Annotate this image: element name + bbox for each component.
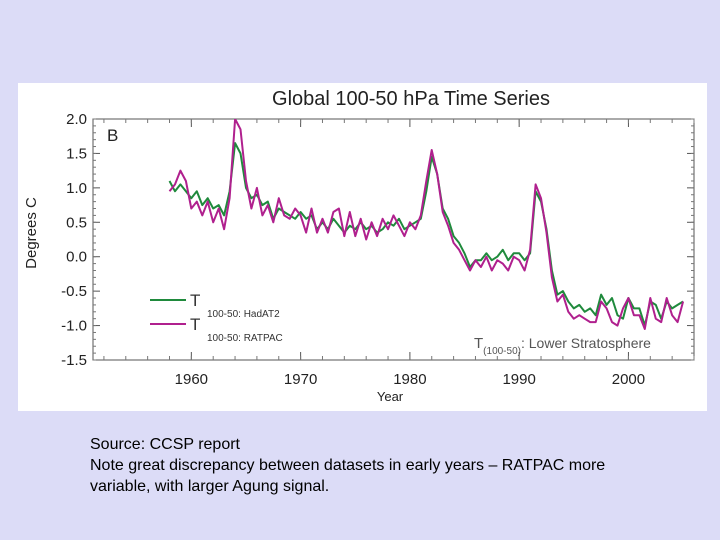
x-tick-label: 1980 <box>393 371 426 388</box>
legend-hadat2-label: 100-50: HadAT2 <box>207 309 280 320</box>
chart-title: Global 100-50 hPa Time Series <box>272 88 550 110</box>
y-tick-label: 0.5 <box>66 214 87 231</box>
caption-line-2: Note great discrepancy between datasets … <box>90 457 606 474</box>
x-axis: 1960 1970 1980 1990 2000 <box>103 119 695 388</box>
y-axis: 2.0 1.5 1.0 0.5 0.0 -0.5 -1.0 -1.5 <box>61 111 694 369</box>
series-ratpac-line <box>168 119 685 330</box>
chart-svg: Global 100-50 hPa Time Series 2.0 1.5 1.0 0… <box>23 88 695 404</box>
chart-figure: Global 100-50 hPa Time Series 2.0 1.5 1.0 0… <box>18 83 707 411</box>
annotation-main: T <box>474 335 483 352</box>
y-tick-label: -0.5 <box>61 283 87 300</box>
x-axis-label: Year <box>377 389 404 404</box>
y-axis-label: Degrees C <box>23 197 40 269</box>
x-tick-label: 1970 <box>284 371 317 388</box>
caption-line-3: variable, with larger Agung signal. <box>90 478 330 495</box>
x-tick-label: 1990 <box>502 371 535 388</box>
y-tick-label: -1.0 <box>61 318 87 335</box>
x-tick-label: 1960 <box>175 371 208 388</box>
legend-hadat2-symbol: T <box>190 291 200 310</box>
series-group <box>168 119 685 330</box>
y-tick-label: 0.0 <box>66 249 87 266</box>
legend: T 100-50: HadAT2 T 100-50: RATPAC <box>150 291 283 344</box>
x-tick-label: 2000 <box>612 371 645 388</box>
panel-label: B <box>107 126 118 145</box>
y-tick-label: 2.0 <box>66 111 87 128</box>
caption-line-1: Source: CCSP report <box>90 436 240 453</box>
annotation-text: T(100-50): Lower Stratosphere <box>474 335 651 357</box>
caption: Source: CCSP report Note great discrepan… <box>90 434 700 497</box>
legend-ratpac-label: 100-50: RATPAC <box>207 333 283 344</box>
y-tick-label: 1.5 <box>66 145 87 162</box>
legend-ratpac-symbol: T <box>190 315 200 334</box>
annotation-subscript: (100-50) <box>483 346 521 357</box>
y-tick-label: -1.5 <box>61 352 87 369</box>
plot-frame <box>92 118 695 361</box>
series-hadat2-line <box>168 142 684 327</box>
annotation-rest: : Lower Stratosphere <box>521 335 651 351</box>
y-tick-label: 1.0 <box>66 180 87 197</box>
